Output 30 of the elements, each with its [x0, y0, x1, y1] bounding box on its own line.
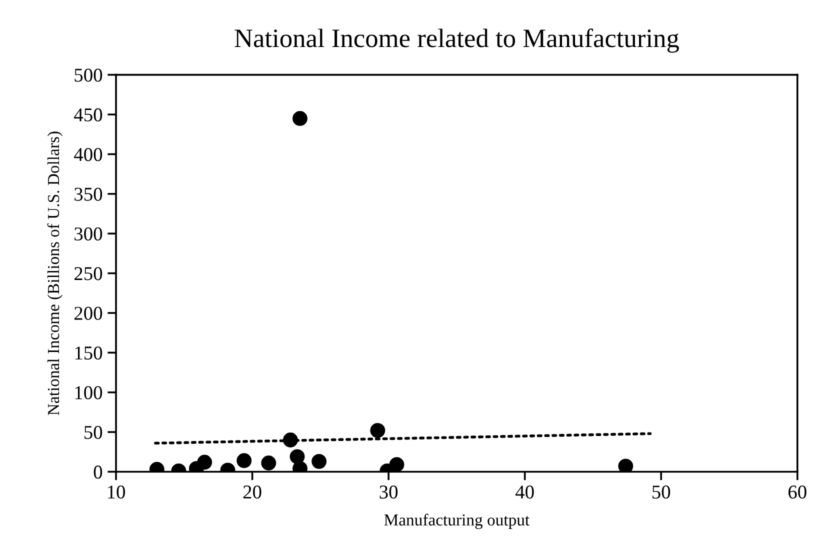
- x-tick-label: 30: [380, 486, 398, 499]
- y-tick-label: 150: [75, 346, 102, 360]
- chart-title: National Income related to Manufacturing: [234, 28, 679, 53]
- x-tick-label: 50: [652, 486, 670, 499]
- point: [261, 456, 276, 470]
- y-tick-label: 250: [74, 267, 102, 280]
- y-tick-label: 0: [94, 466, 102, 479]
- y-tick-label: 50: [84, 426, 102, 439]
- point: [197, 454, 212, 470]
- x-tick-label: 10: [108, 486, 125, 499]
- point: [282, 432, 298, 448]
- x-tick-label: 60: [788, 486, 806, 499]
- y-tick-label: 450: [74, 108, 102, 122]
- y-tick-label: 100: [75, 386, 102, 400]
- point: [370, 423, 386, 438]
- point: [292, 111, 308, 126]
- point: [389, 457, 404, 472]
- y-tick-label: 500: [74, 68, 102, 82]
- y-tick-label: 300: [74, 227, 102, 241]
- x-tick-label: 40: [516, 486, 534, 499]
- x-axis-title: Manufacturing output: [384, 514, 530, 530]
- y-tick-label: 350: [74, 188, 102, 201]
- point: [290, 449, 305, 464]
- point: [312, 454, 327, 469]
- x-tick-label: 20: [243, 486, 262, 499]
- y-axis-title: National Income (Billions of U.S. Dollars): [47, 132, 63, 416]
- point: [236, 453, 252, 468]
- y-tick-label: 400: [74, 148, 102, 162]
- point: [618, 458, 634, 472]
- y-tick-label: 200: [74, 306, 102, 320]
